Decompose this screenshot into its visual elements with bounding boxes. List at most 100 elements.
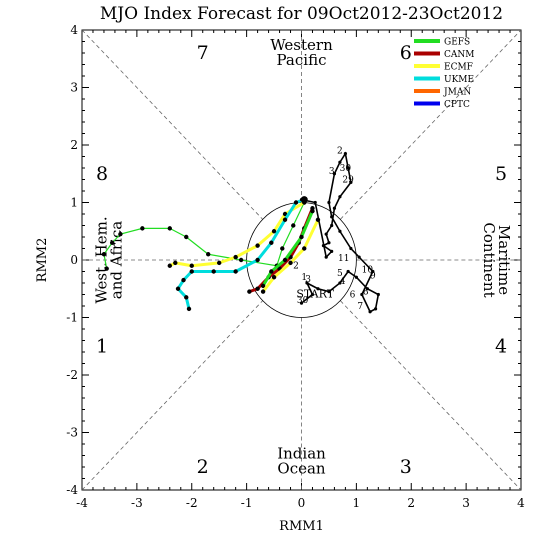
phase-number-8: 8 bbox=[96, 163, 108, 185]
observed-point bbox=[327, 290, 331, 294]
series-point bbox=[282, 217, 288, 222]
series-point bbox=[173, 260, 178, 266]
series-point bbox=[260, 289, 266, 294]
region-maritime-continent-line: Maritime bbox=[495, 225, 513, 295]
series-point bbox=[184, 234, 189, 240]
legend-label: GEFS bbox=[444, 38, 470, 48]
observed-point bbox=[321, 244, 326, 248]
day-label: 2 bbox=[337, 147, 343, 157]
legend-label: CANM bbox=[444, 50, 474, 60]
observed-point bbox=[324, 232, 328, 236]
day-label: 30 bbox=[297, 296, 309, 306]
observed-point bbox=[332, 206, 337, 210]
series-point bbox=[280, 246, 285, 251]
legend-label: JMAN bbox=[443, 88, 471, 98]
day-label: 30 bbox=[340, 164, 352, 174]
x-tick-label: 2 bbox=[407, 496, 415, 510]
diagonal-guide bbox=[340, 300, 522, 491]
y-tick-label: 0 bbox=[70, 253, 78, 267]
y-tick-label: 3 bbox=[70, 81, 78, 95]
y-tick-label: 4 bbox=[70, 23, 78, 37]
x-tick-label: 3 bbox=[462, 496, 470, 510]
day-label: 2 bbox=[293, 262, 299, 272]
y-tick-label: -2 bbox=[66, 368, 78, 382]
series-point bbox=[299, 234, 304, 240]
series-point bbox=[101, 252, 107, 257]
region-western-pacific-line: Pacific bbox=[277, 51, 327, 69]
legend-item-ukme: UKME bbox=[414, 75, 474, 85]
legend-item-gefs: GEFS bbox=[414, 38, 470, 48]
x-tick-label: 0 bbox=[298, 496, 306, 510]
observed-point bbox=[338, 229, 342, 233]
diagonal-guide bbox=[81, 29, 263, 220]
forecast-series bbox=[101, 197, 321, 312]
legend-item-jman: JMAN bbox=[414, 88, 471, 98]
region-west-hem-africa-line: West. Hem. bbox=[93, 216, 111, 303]
observed-point bbox=[327, 241, 331, 245]
diagonal-guide bbox=[81, 300, 263, 491]
series-point bbox=[291, 223, 296, 228]
series-point bbox=[233, 254, 238, 260]
series-point bbox=[175, 286, 181, 291]
x-axis-label: RMM1 bbox=[279, 519, 324, 534]
y-tick-label: 2 bbox=[70, 138, 78, 152]
region-indian-ocean-line: Indian bbox=[277, 444, 326, 462]
phase-number-6: 6 bbox=[400, 42, 412, 64]
series-point bbox=[302, 246, 307, 251]
phase-guides bbox=[81, 29, 522, 491]
observed-point bbox=[371, 269, 375, 274]
observed-point bbox=[376, 292, 380, 297]
region-west-hem-africa: West. Hem.and Africa bbox=[93, 216, 126, 303]
y-tick-label: -3 bbox=[66, 426, 78, 440]
observed-point bbox=[338, 281, 342, 285]
series-point bbox=[269, 269, 274, 274]
series-point bbox=[211, 269, 216, 274]
observed-point bbox=[365, 287, 369, 291]
series-point bbox=[271, 229, 277, 234]
x-tick-label: -2 bbox=[186, 496, 198, 510]
series-point bbox=[140, 226, 145, 231]
series-gefs bbox=[260, 208, 315, 289]
series-point bbox=[189, 263, 194, 268]
series-point bbox=[269, 240, 274, 245]
series-point bbox=[216, 260, 222, 266]
day-label: 7 bbox=[357, 302, 363, 312]
series-point bbox=[233, 269, 238, 274]
day-label: 1 bbox=[301, 273, 307, 283]
observed-point bbox=[327, 200, 331, 205]
phase-number-5: 5 bbox=[495, 163, 507, 185]
legend-item-cptc: CPTC bbox=[414, 100, 470, 110]
day-label: 4 bbox=[340, 277, 346, 287]
series-ecmf bbox=[260, 217, 321, 294]
day-label: 8 bbox=[363, 288, 369, 298]
series-point bbox=[184, 295, 189, 300]
legend-label: ECMF bbox=[444, 63, 473, 73]
day-label: 6 bbox=[350, 290, 356, 300]
observed-point bbox=[343, 152, 347, 156]
observed-point bbox=[360, 292, 364, 297]
series-point bbox=[186, 306, 192, 312]
observed-point bbox=[346, 269, 350, 274]
day-label: 9 bbox=[370, 271, 376, 281]
observed-point bbox=[330, 249, 334, 253]
diagonal-guide bbox=[340, 29, 522, 220]
series-point bbox=[255, 286, 260, 291]
day-label: 5 bbox=[337, 269, 343, 279]
series-point bbox=[260, 283, 266, 289]
y-tick-label: 1 bbox=[70, 196, 78, 210]
observed-point bbox=[330, 223, 334, 228]
region-indian-ocean-line: Ocean bbox=[277, 459, 326, 477]
y-tick-label: -4 bbox=[66, 483, 78, 497]
observed-point bbox=[368, 310, 372, 314]
legend-item-ecmf: ECMF bbox=[414, 63, 473, 73]
series-ecmf bbox=[167, 200, 307, 268]
forecast-origin-point bbox=[300, 196, 308, 204]
chart-title: MJO Index Forecast for 09Oct2012-23Oct20… bbox=[100, 4, 503, 24]
observed-point bbox=[330, 215, 334, 219]
observed-point bbox=[299, 301, 304, 305]
day-label: 10 bbox=[362, 266, 374, 276]
